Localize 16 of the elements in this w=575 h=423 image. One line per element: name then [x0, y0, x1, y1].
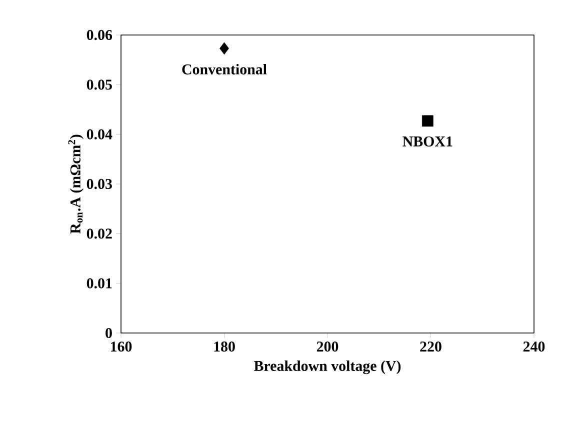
x-tick-label: 220 — [420, 342, 442, 352]
x-tick-label: 160 — [111, 342, 132, 352]
series-label: Conventional — [182, 64, 267, 74]
y-tick-label: 0.06 — [86, 30, 112, 40]
x-axis-title: Breakdown voltage (V) — [254, 360, 401, 374]
y-axis-title: R$_{on}$.A (mΩcm$^{2}$) — [68, 134, 84, 234]
y-tick-label: 0.04 — [86, 129, 112, 140]
x-tick-label: 200 — [316, 342, 338, 352]
y-tick-label: 0.05 — [86, 80, 112, 90]
y-tick-label: 0.02 — [86, 228, 112, 239]
y-tick-label: 0.03 — [86, 178, 112, 190]
y-tick-label: 0 — [106, 328, 112, 338]
x-tick-label: 240 — [523, 342, 545, 352]
x-tick-label: 180 — [214, 342, 235, 352]
series-label: NBOX1 — [402, 136, 452, 146]
y-tick-label: 0.01 — [86, 278, 112, 288]
